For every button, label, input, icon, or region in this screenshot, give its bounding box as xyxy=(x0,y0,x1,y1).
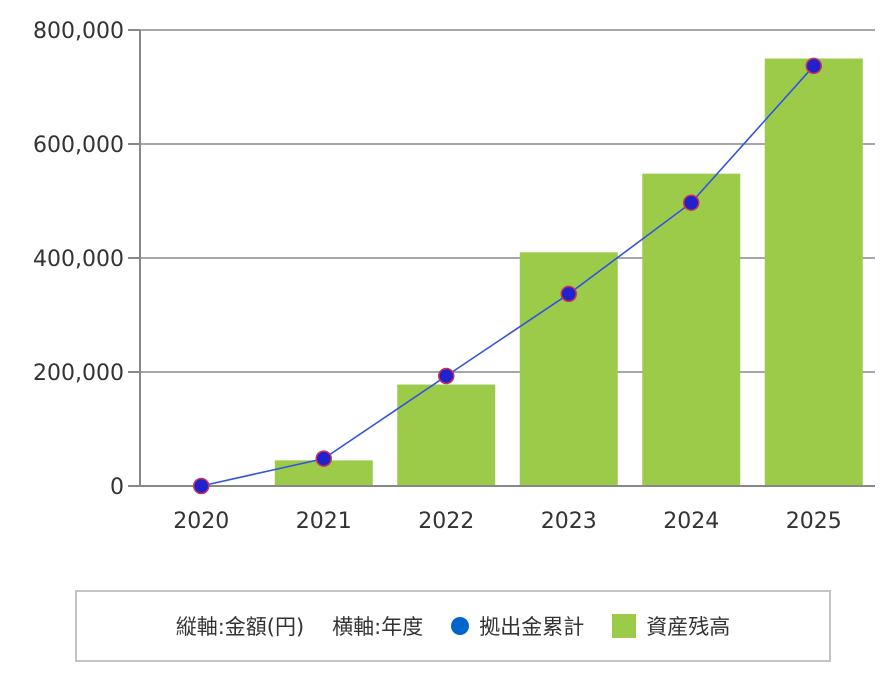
line-point xyxy=(438,367,455,385)
y-tick-label: 200,000 xyxy=(33,361,124,386)
legend-dot-icon xyxy=(451,617,470,635)
legend-y-axis-note: 縦軸:金額(円) xyxy=(176,611,304,641)
legend-x-axis-note-text: 横軸:年度 xyxy=(332,615,424,639)
line-point xyxy=(315,450,332,467)
y-tick-label: 600,000 xyxy=(33,133,124,158)
line-point xyxy=(560,285,577,303)
y-tick-label: 0 xyxy=(110,475,124,500)
x-tick-label: 2024 xyxy=(663,509,719,534)
y-tick-label: 800,000 xyxy=(33,19,124,44)
bar xyxy=(642,173,741,486)
legend-line-series-label: 拠出金累計 xyxy=(479,615,585,639)
legend-square-icon xyxy=(612,614,637,638)
axes xyxy=(128,29,875,487)
legend-line-series: 拠出金累計 xyxy=(451,611,584,641)
bar xyxy=(397,384,496,486)
y-tick-label: 400,000 xyxy=(33,247,124,272)
line-point xyxy=(193,477,210,495)
line-point xyxy=(683,194,700,211)
x-tick-label: 2022 xyxy=(418,509,474,534)
grid xyxy=(140,29,875,373)
legend-bar-series: 資産残高 xyxy=(612,611,730,641)
x-tick-label: 2021 xyxy=(296,509,352,534)
x-tick-label: 2023 xyxy=(541,509,597,534)
x-tick-label: 2020 xyxy=(173,509,229,534)
x-tick-labels: 2020 2021 2022 2023 2024 2025 xyxy=(173,509,842,534)
line-point xyxy=(805,57,822,75)
legend-x-axis-note: 横軸:年度 xyxy=(332,611,423,641)
bars xyxy=(274,58,863,486)
y-tick-labels: 0 200,000 400,000 600,000 800,000 xyxy=(33,19,124,500)
bar xyxy=(764,58,863,486)
x-tick-label: 2025 xyxy=(786,509,842,534)
line-path xyxy=(201,65,815,487)
line-series xyxy=(193,57,822,495)
legend-y-axis-note-text: 縦軸:金額(円) xyxy=(175,615,305,639)
legend: 縦軸:金額(円) 横軸:年度 拠出金累計 資産残高 xyxy=(75,590,831,662)
legend-bar-series-label: 資産残高 xyxy=(646,615,731,639)
